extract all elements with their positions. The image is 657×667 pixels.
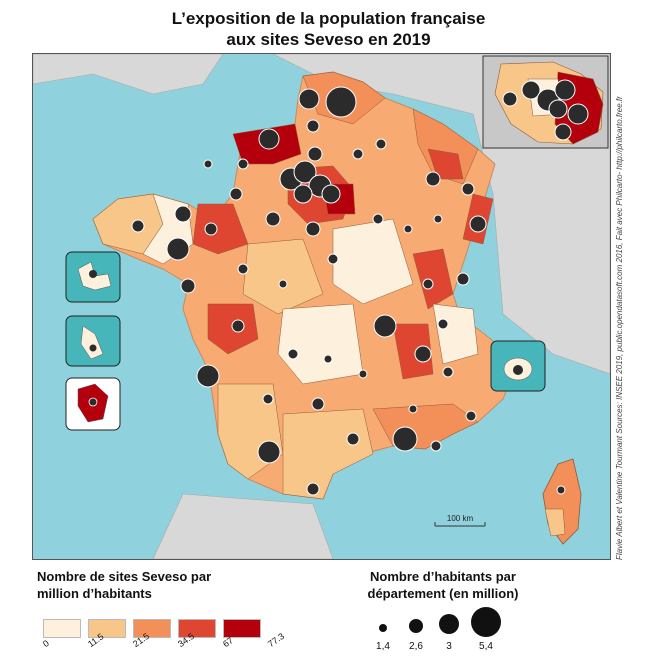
- uk-land: [33, 54, 224, 95]
- legend-pop-label-2: 2,6: [409, 641, 423, 652]
- legend-rate-swatch: [178, 619, 216, 638]
- region-centre: [242, 238, 324, 315]
- credit-text: Flavie Albert et Valentine Tourmant Sour…: [615, 96, 624, 560]
- legend-bubble-2: [409, 619, 423, 633]
- legend-rate-tick: 0: [41, 638, 51, 650]
- idf-inset: [482, 55, 609, 149]
- legend-bubble-3: [439, 614, 459, 634]
- legend-rate-tick: 77.3: [266, 630, 287, 650]
- guyane-inset: [65, 377, 121, 431]
- map-title-line1: L’exposition de la population française: [171, 9, 486, 28]
- legend-bubble-4: [471, 607, 501, 637]
- legend-rate-swatch: [43, 619, 81, 638]
- reunion-inset: [490, 340, 546, 392]
- corsica-south: [544, 508, 566, 537]
- map-title-line2: aux sites Seveso en 2019: [226, 30, 431, 49]
- france-map: 100 km: [33, 54, 610, 559]
- legend-rate-swatch: [223, 619, 261, 638]
- legend-pop-title: Nombre d’habitants par département (en m…: [367, 569, 519, 601]
- scale-bar: 100 km: [434, 514, 486, 527]
- spain-land: [152, 493, 334, 559]
- legend-bubble-1: [379, 624, 387, 632]
- legend-pop-label-3: 3: [446, 641, 452, 652]
- legend-pop-label-4: 5,4: [479, 641, 493, 652]
- map-title: L’exposition de la population française …: [0, 8, 657, 50]
- legend-rate-title: Nombre de sites Seveso par million d’hab…: [37, 569, 212, 601]
- scale-label: 100 km: [447, 514, 474, 523]
- martinique-inset: [65, 315, 121, 367]
- guadeloupe-inset: [65, 251, 121, 303]
- region-auvergne: [277, 303, 364, 385]
- legend-rate-swatch: [133, 619, 171, 638]
- region-occitanie: [282, 408, 374, 500]
- population-bubbles: [131, 86, 566, 496]
- region-rhone: [392, 323, 434, 380]
- legend-rate-swatch: [88, 619, 126, 638]
- region-ile-vilaine: [192, 203, 249, 255]
- region-jura: [412, 248, 454, 310]
- map-frame: 100 km: [32, 53, 611, 560]
- legend-pop-label-1: 1,4: [376, 641, 390, 652]
- region-moselle: [427, 148, 464, 180]
- region-lorraine: [412, 108, 479, 185]
- legend-pop-bubbles: [379, 607, 501, 637]
